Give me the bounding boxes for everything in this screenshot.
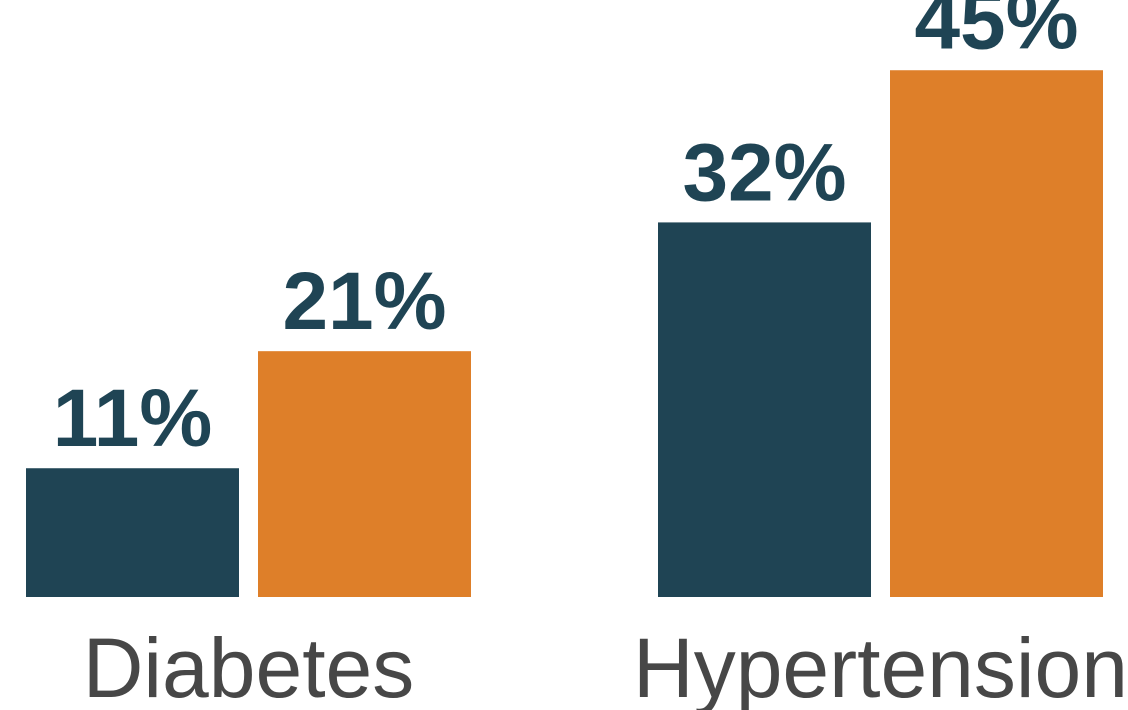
bars-group — [26, 70, 1103, 598]
bar-diabetes-1 — [26, 468, 239, 597]
category-labels-group: Diabetes Hypertension — [83, 621, 1128, 710]
category-label-hypertension: Hypertension — [633, 621, 1128, 710]
value-label-hypertension-2: 45% — [914, 0, 1078, 66]
value-label-diabetes-2: 21% — [282, 256, 446, 347]
value-label-hypertension-1: 32% — [682, 127, 846, 218]
category-label-diabetes: Diabetes — [83, 621, 415, 710]
value-label-diabetes-1: 11% — [53, 373, 213, 464]
bar-hypertension-1 — [658, 222, 871, 598]
bar-hypertension-2 — [890, 70, 1103, 597]
value-labels-group: 11% 21% 32% 45% — [53, 0, 1079, 464]
bar-diabetes-2 — [258, 351, 471, 597]
